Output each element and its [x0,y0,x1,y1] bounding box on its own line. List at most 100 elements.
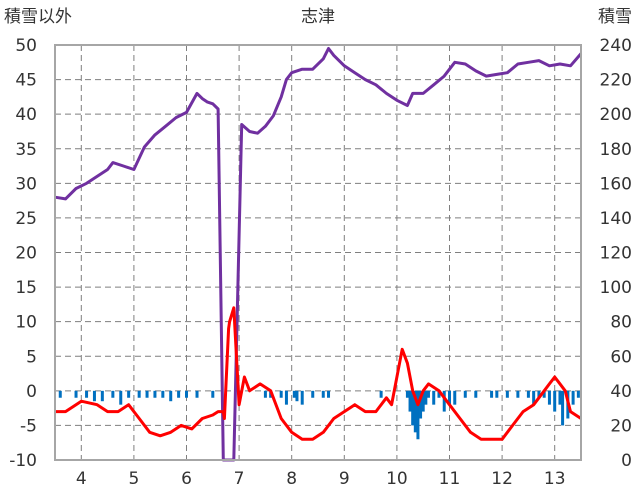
bar [505,390,509,398]
x-tick-label: 9 [339,469,350,489]
right-tick-label: 220 [600,71,632,91]
bar [448,390,451,405]
bar [263,390,267,398]
bar [474,390,478,398]
x-tick-label: 12 [491,469,513,489]
bar [119,390,123,405]
bar [558,390,562,405]
right-axis-label: 積雪 [598,7,632,27]
bar [421,390,425,412]
right-tick-label: 100 [600,278,632,298]
right-tick-label: 200 [600,105,632,125]
bar [553,390,557,412]
bar [284,390,288,405]
bar [321,390,325,398]
right-tick-label: 60 [610,347,632,367]
bar [127,390,131,398]
chart-title: 志津 [301,7,335,27]
bar [111,390,115,398]
left-tick-label: 25 [15,209,37,229]
x-tick-label: 5 [128,469,139,489]
right-tick-label: 20 [610,416,632,436]
bar [311,390,315,398]
bar [490,390,494,398]
left-tick-label: 5 [26,347,37,367]
bar [424,390,428,405]
bar [292,390,296,398]
bar [419,390,423,419]
x-tick-label: 11 [439,469,461,489]
bar [161,390,165,398]
bar [169,390,173,402]
bar [547,390,551,405]
left-tick-label: 45 [15,71,37,91]
x-tick-label: 4 [76,469,87,489]
bar [279,390,283,398]
left-tick-label: 10 [15,313,37,333]
bar [195,390,199,398]
bar [571,390,575,405]
bar [561,390,565,426]
bar [177,390,181,398]
bar [408,390,412,412]
bar [85,390,89,398]
bar [153,390,157,398]
right-tick-label: 40 [610,382,632,402]
bar [327,390,331,398]
bar [145,390,149,398]
bar [300,390,304,405]
bar [537,390,541,398]
bar [453,390,457,405]
label-layer: 志津 積雪以外 積雪 50454035302520151050-5-102402… [4,7,632,489]
bar [426,390,430,398]
bar [463,390,467,398]
line-layer [54,47,583,462]
bar [411,390,415,426]
bar [405,390,409,398]
right-tick-label: 140 [600,209,632,229]
right-tick-label: 0 [621,451,632,471]
bar [576,390,580,398]
bar [542,390,546,398]
bar [185,390,188,398]
bar [92,390,96,402]
right-tick-label: 80 [610,313,632,333]
left-axis-label: 積雪以外 [4,7,72,27]
bar [379,390,383,398]
bar [416,390,420,440]
left-tick-label: 0 [26,382,37,402]
snow_depth-line [54,47,583,462]
left-tick-label: 15 [15,278,37,298]
right-tick-label: 160 [600,174,632,194]
bar [295,390,299,402]
bar [100,390,104,402]
bar [437,390,441,398]
bar [211,390,215,398]
left-tick-label: 20 [15,244,37,264]
plot-frame [54,44,582,461]
left-tick-label: 35 [15,140,37,160]
bar [137,390,141,398]
left-tick-label: -10 [9,451,37,471]
left-tick-label: 50 [15,36,37,56]
x-tick-label: 8 [286,469,297,489]
bar [495,390,499,398]
left-tick-label: 30 [15,174,37,194]
right-tick-label: 240 [600,36,632,56]
bar [58,390,62,398]
left-tick-label: 40 [15,105,37,125]
x-tick-label: 13 [544,469,566,489]
left-tick-label: -5 [20,416,37,436]
bar [532,390,536,405]
bar-layer [58,390,580,440]
bar [526,390,530,398]
bar [432,390,436,405]
x-tick-label: 7 [234,469,245,489]
x-tick-label: 10 [386,469,408,489]
bar [74,390,78,398]
right-tick-label: 180 [600,140,632,160]
bar [516,390,520,398]
